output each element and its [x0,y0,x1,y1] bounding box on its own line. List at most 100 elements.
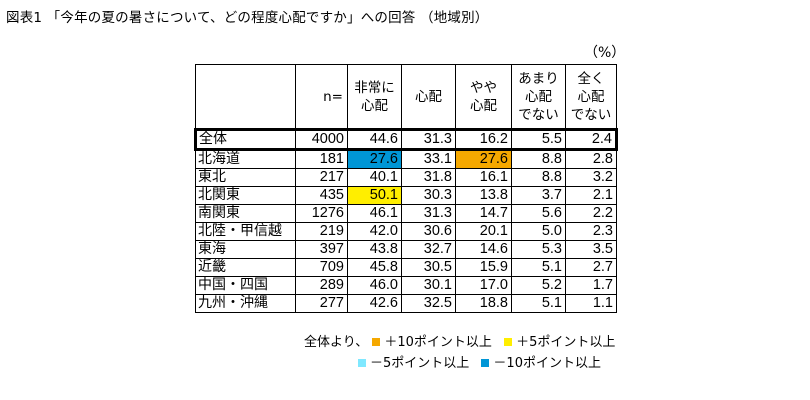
percent-cell: 13.8 [455,186,512,205]
percent-cell: 5.5 [511,128,566,151]
percent-cell: 31.3 [401,204,456,223]
percent-cell: 16.2 [455,128,512,151]
percent-cell: 8.8 [511,149,566,169]
header-line: 心配 [525,88,552,105]
table-row: 九州・沖縄 277 42.6 32.5 18.8 5.1 1.1 [195,294,617,313]
percent-cell: 30.5 [401,258,456,277]
percent-cell: 45.8 [347,258,402,277]
sample-size-cell: 289 [295,276,348,295]
region-column-header [195,64,296,130]
legend-plus10-label: ＋10ポイント以上 [384,335,492,350]
table-row: 北陸・甲信越 219 42.0 30.6 20.1 5.0 2.3 [195,222,617,241]
legend-plus5-label: ＋5ポイント以上 [516,335,616,350]
percent-cell: 46.1 [347,204,402,223]
sample-size-cell: 217 [295,168,348,187]
percent-cell: 15.9 [455,258,512,277]
unit-label: （%） [584,45,626,61]
percent-cell: 2.1 [565,186,617,205]
percent-cell: 2.7 [565,258,617,277]
percent-cell: 3.5 [565,240,617,259]
table-header: n= 非常に 心配 心配 やや 心配 あまり 心配 でない 全く 心配 でない [195,64,617,130]
region-label: 全体 [194,128,296,151]
not-very-worried-column-header: あまり 心配 でない [511,64,566,130]
percent-cell: 2.8 [565,149,617,169]
percent-cell: 5.0 [511,222,566,241]
percent-cell: 32.5 [401,294,456,313]
data-table: n= 非常に 心配 心配 やや 心配 あまり 心配 でない 全く 心配 でない [194,64,618,313]
percent-cell: 5.6 [511,204,566,223]
page-title: 図表1 「今年の夏の暑さについて、どの程度心配ですか」への回答 （地域別） [6,10,489,26]
percent-cell: 46.0 [347,276,402,295]
percent-cell: 32.7 [401,240,456,259]
legend-minus5-label: －5ポイント以上 [370,356,470,371]
percent-cell: 17.0 [455,276,512,295]
percent-cell: 2.4 [565,128,618,151]
very-worried-column-header: 非常に 心配 [347,64,402,130]
percent-cell: 18.8 [455,294,512,313]
percent-cell: 5.1 [511,294,566,313]
table-row: 中国・四国 289 46.0 30.1 17.0 5.2 1.7 [195,276,617,295]
percent-cell: 44.6 [347,128,402,151]
sample-size-cell: 1276 [295,204,348,223]
region-label: 北関東 [195,186,296,205]
percent-cell: 43.8 [347,240,402,259]
percent-cell: 14.7 [455,204,512,223]
legend-row-positive: 全体より、 ＋10ポイント以上 ＋5ポイント以上 [304,331,615,350]
table-row-total: 全体 4000 44.6 31.3 16.2 5.5 2.4 [194,128,618,151]
percent-cell: 31.8 [401,168,456,187]
plus5-swatch [504,337,513,346]
region-label: 東海 [195,240,296,259]
percent-cell: 50.1 [347,186,402,205]
percent-cell: 14.6 [455,240,512,259]
legend-row-negative: －5ポイント以上 －10ポイント以上 [358,352,601,371]
header-line: あまり [518,70,559,87]
percent-cell: 16.1 [455,168,512,187]
percent-cell: 27.6 [347,149,402,169]
percent-cell: 8.8 [511,168,566,187]
table-row: 近畿 709 45.8 30.5 15.9 5.1 2.7 [195,258,617,277]
header-line: でない [518,106,559,123]
percent-cell: 1.7 [565,276,617,295]
header-line: 心配 [361,97,388,114]
region-label: 北陸・甲信越 [195,222,296,241]
percent-cell: 5.3 [511,240,566,259]
sample-size-cell: 181 [295,149,348,169]
region-label: 北海道 [195,149,296,169]
header-line: 心配 [470,97,497,114]
header-line: 心配 [577,88,605,105]
table-row: 東北 217 40.1 31.8 16.1 8.8 3.2 [195,168,617,187]
sample-size-cell: 435 [295,186,348,205]
region-label: 南関東 [195,204,296,223]
percent-cell: 3.2 [565,168,617,187]
region-label: 中国・四国 [195,276,296,295]
region-label: 九州・沖縄 [195,294,296,313]
percent-cell: 33.1 [401,149,456,169]
sample-size-cell: 277 [295,294,348,313]
percent-cell: 3.7 [511,186,566,205]
percent-cell: 5.1 [511,258,566,277]
table-row: 南関東 1276 46.1 31.3 14.7 5.6 2.2 [195,204,617,223]
region-label: 近畿 [195,258,296,277]
legend-minus10-label: －10ポイント以上 [493,356,601,371]
percent-cell: 5.2 [511,276,566,295]
header-line: 非常に [354,79,395,96]
legend-prefix: 全体より、 [304,335,369,350]
region-label: 東北 [195,168,296,187]
table-row: 北海道 181 27.6 33.1 27.6 8.8 2.8 [195,149,617,169]
header-line: 全く [577,70,605,87]
percent-cell: 42.0 [347,222,402,241]
sample-size-cell: 709 [295,258,348,277]
percent-cell: 2.3 [565,222,617,241]
percent-cell: 40.1 [347,168,402,187]
percent-cell: 30.3 [401,186,456,205]
table-row: 東海 397 43.8 32.7 14.6 5.3 3.5 [195,240,617,259]
plus10-swatch [372,337,381,346]
percent-cell: 1.1 [565,294,617,313]
sample-size-cell: 4000 [295,128,348,151]
header-line: でない [570,106,612,123]
header-line: 心配 [415,88,442,105]
header-line: やや [470,79,497,96]
percent-cell: 2.2 [565,204,617,223]
percent-cell: 30.6 [401,222,456,241]
not-at-all-worried-column-header: 全く 心配 でない [565,64,617,130]
